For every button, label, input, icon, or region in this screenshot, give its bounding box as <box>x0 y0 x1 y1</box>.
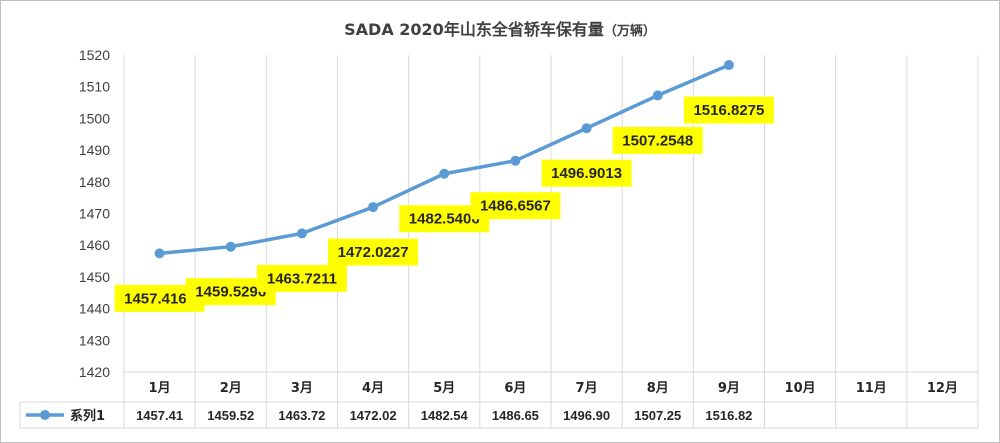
chart-title: SADA 2020年山东全省轿车保有量（万辆） <box>344 20 656 39</box>
category-label: 4月 <box>362 381 384 396</box>
series-line-group <box>154 60 734 259</box>
data-label-box <box>541 159 632 187</box>
data-label: 1463.7211 <box>267 270 337 287</box>
y-tick-label: 1430 <box>79 332 110 348</box>
data-label: 1459.5296 <box>195 284 266 301</box>
data-label: 1507.2548 <box>622 132 693 149</box>
table-value: 1516.82 <box>705 408 752 423</box>
data-label-box <box>328 238 419 266</box>
table-value: 1482.54 <box>421 408 469 423</box>
table-value: 1457.41 <box>136 408 183 423</box>
series-point <box>154 248 165 259</box>
series-point <box>225 241 236 252</box>
series-point <box>296 228 307 239</box>
data-label: 1486.6567 <box>480 198 551 215</box>
data-label-box <box>470 192 561 220</box>
y-tick-label: 1450 <box>79 269 110 285</box>
table-value: 1507.25 <box>634 408 681 423</box>
category-label: 10月 <box>785 381 816 396</box>
y-tick-label: 1510 <box>79 79 110 95</box>
category-label: 1月 <box>149 381 171 396</box>
y-tick-label: 1490 <box>79 142 110 158</box>
category-label: 11月 <box>856 381 887 396</box>
series-point <box>510 155 521 166</box>
data-label: 1482.5406 <box>409 211 480 228</box>
chart-title-main: SADA 2020年山东全省轿车保有量 <box>344 20 604 39</box>
category-label: 3月 <box>291 381 313 396</box>
y-tick-label: 1520 <box>79 47 110 63</box>
data-label-box <box>256 264 347 292</box>
data-labels: 1457.4165 1459.52961463.72111472.02271482… <box>114 96 774 312</box>
y-tick-label: 1420 <box>79 364 110 380</box>
table-value: 1463.72 <box>278 408 325 423</box>
data-label-box <box>612 126 703 154</box>
data-table: 1月 1457.41 2月 1459.52 3月 1463.72 4月 1472.02 5月 14… <box>26 381 958 424</box>
data-label-box <box>683 96 774 124</box>
legend-label: 系列1 <box>70 408 105 424</box>
category-label: 2月 <box>220 381 242 396</box>
series-point <box>581 123 592 134</box>
category-label: 5月 <box>433 381 455 396</box>
table-value: 1459.52 <box>207 408 254 423</box>
data-label: 1496.9013 <box>551 165 622 182</box>
y-tick-label: 1440 <box>79 301 110 317</box>
y-tick-label: 1500 <box>79 110 110 126</box>
table-value: 1486.65 <box>492 408 539 423</box>
y-tick-label: 1460 <box>79 237 110 253</box>
chart-title-unit: （万辆） <box>604 23 656 39</box>
category-label: 8月 <box>647 381 669 396</box>
y-tick-label: 1480 <box>79 174 110 190</box>
series-point <box>723 60 734 71</box>
table-value: 1472.02 <box>350 408 397 423</box>
y-axis-ticks: 1420 1430 1440 1450 1460 1470 1480 1490 1500 1510… <box>79 47 110 380</box>
category-label: 12月 <box>927 381 958 396</box>
series-point <box>368 202 379 213</box>
category-label: 7月 <box>576 381 598 396</box>
category-label: 9月 <box>718 381 740 396</box>
series-point <box>439 168 450 179</box>
category-label: 6月 <box>504 381 526 396</box>
data-label: 1516.8275 <box>693 102 764 119</box>
legend-marker <box>40 410 50 420</box>
grid-lines <box>19 55 979 429</box>
data-label: 1472.0227 <box>338 244 409 261</box>
data-label: 1457.4165 <box>124 290 195 307</box>
table-value: 1496.90 <box>563 408 610 423</box>
series-point <box>652 90 663 101</box>
y-tick-label: 1470 <box>79 206 110 222</box>
